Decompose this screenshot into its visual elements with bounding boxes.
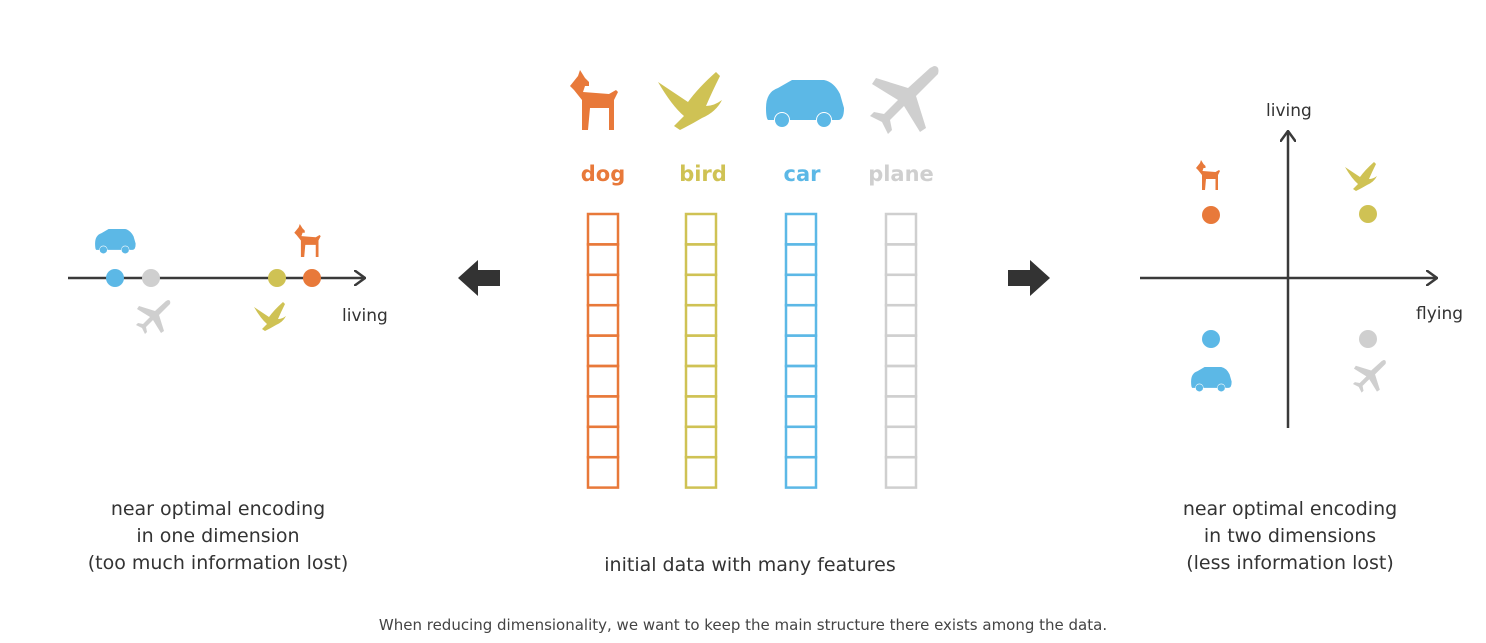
left-point-car — [106, 269, 124, 287]
center-description: initial data with many features — [604, 554, 896, 576]
vector-cell — [884, 425, 918, 459]
vector-cell — [684, 425, 718, 459]
vector-cell — [884, 364, 918, 398]
vector-cell — [784, 303, 818, 337]
left-dog-icon — [294, 224, 321, 257]
vector-cell — [884, 273, 918, 307]
left-description: near optimal encoding in one dimension (… — [68, 496, 368, 577]
vector-cell — [784, 243, 818, 277]
figure-caption: When reducing dimensionality, we want to… — [378, 616, 1108, 634]
left-bird-icon — [254, 302, 286, 331]
vector-cell — [586, 364, 620, 398]
right-point-car — [1202, 330, 1220, 348]
left-desc-line: (too much information lost) — [87, 552, 349, 574]
feature-vectors — [586, 212, 918, 489]
center-plane-icon — [870, 66, 939, 134]
right-point-dog — [1202, 206, 1220, 224]
vector-cell — [586, 334, 620, 368]
vector-cell — [586, 395, 620, 429]
left-plane-icon — [136, 300, 171, 334]
vector-cell — [586, 243, 620, 277]
left-desc-line: near optimal encoding — [110, 498, 326, 520]
left-arrow-icon — [458, 260, 500, 296]
label-plane: plane — [868, 162, 934, 186]
vector-cell — [586, 303, 620, 337]
vector-cell — [784, 334, 818, 368]
vector-cell — [684, 273, 718, 307]
right-plane-icon — [1352, 360, 1386, 393]
left-point-plane — [142, 269, 160, 287]
left-axis-label: living — [342, 306, 388, 326]
vector-cell — [586, 273, 620, 307]
vector-cell — [684, 364, 718, 398]
vector-cell — [684, 243, 718, 277]
center-bird-icon — [658, 72, 722, 130]
vector-cell — [586, 425, 620, 459]
vector-plane — [884, 212, 918, 489]
right-dog-icon — [1196, 160, 1220, 190]
left-desc-line: in one dimension — [136, 525, 300, 547]
vector-cell — [586, 212, 620, 246]
vector-cell — [684, 212, 718, 246]
left-point-bird — [268, 269, 286, 287]
label-car: car — [783, 162, 821, 186]
vector-cell — [684, 395, 718, 429]
vector-cell — [684, 334, 718, 368]
vector-cell — [784, 212, 818, 246]
vector-cell — [684, 303, 718, 337]
vector-cell — [884, 212, 918, 246]
vector-cell — [684, 455, 718, 489]
vector-dog — [586, 212, 620, 489]
vector-cell — [784, 395, 818, 429]
right-y-axis-label: living — [1266, 101, 1312, 121]
right-desc-line: near optimal encoding — [1182, 498, 1398, 520]
right-description: near optimal encoding in two dimensions … — [1140, 496, 1440, 577]
right-x-axis-label: flying — [1416, 304, 1464, 324]
label-dog: dog — [580, 162, 626, 186]
label-bird: bird — [679, 162, 727, 186]
vector-cell — [884, 303, 918, 337]
right-car-icon — [1191, 367, 1232, 392]
right-point-plane — [1359, 330, 1377, 348]
vector-cell — [884, 243, 918, 277]
vector-cell — [784, 364, 818, 398]
vector-cell — [884, 455, 918, 489]
vector-cell — [884, 395, 918, 429]
center-dog-icon — [570, 70, 618, 130]
right-bird-icon — [1345, 162, 1377, 191]
right-desc-line: (less information lost) — [1186, 552, 1394, 574]
vector-cell — [784, 455, 818, 489]
vector-cell — [586, 455, 620, 489]
vector-cell — [784, 425, 818, 459]
vector-car — [784, 212, 818, 489]
left-point-dog — [303, 269, 321, 287]
right-desc-line: in two dimensions — [1203, 525, 1377, 547]
right-arrow-icon — [1008, 260, 1050, 296]
vector-cell — [884, 334, 918, 368]
left-car-icon — [95, 229, 136, 254]
vector-bird — [684, 212, 718, 489]
vector-cell — [784, 273, 818, 307]
right-point-bird — [1359, 205, 1377, 223]
center-car-icon — [766, 80, 844, 127]
